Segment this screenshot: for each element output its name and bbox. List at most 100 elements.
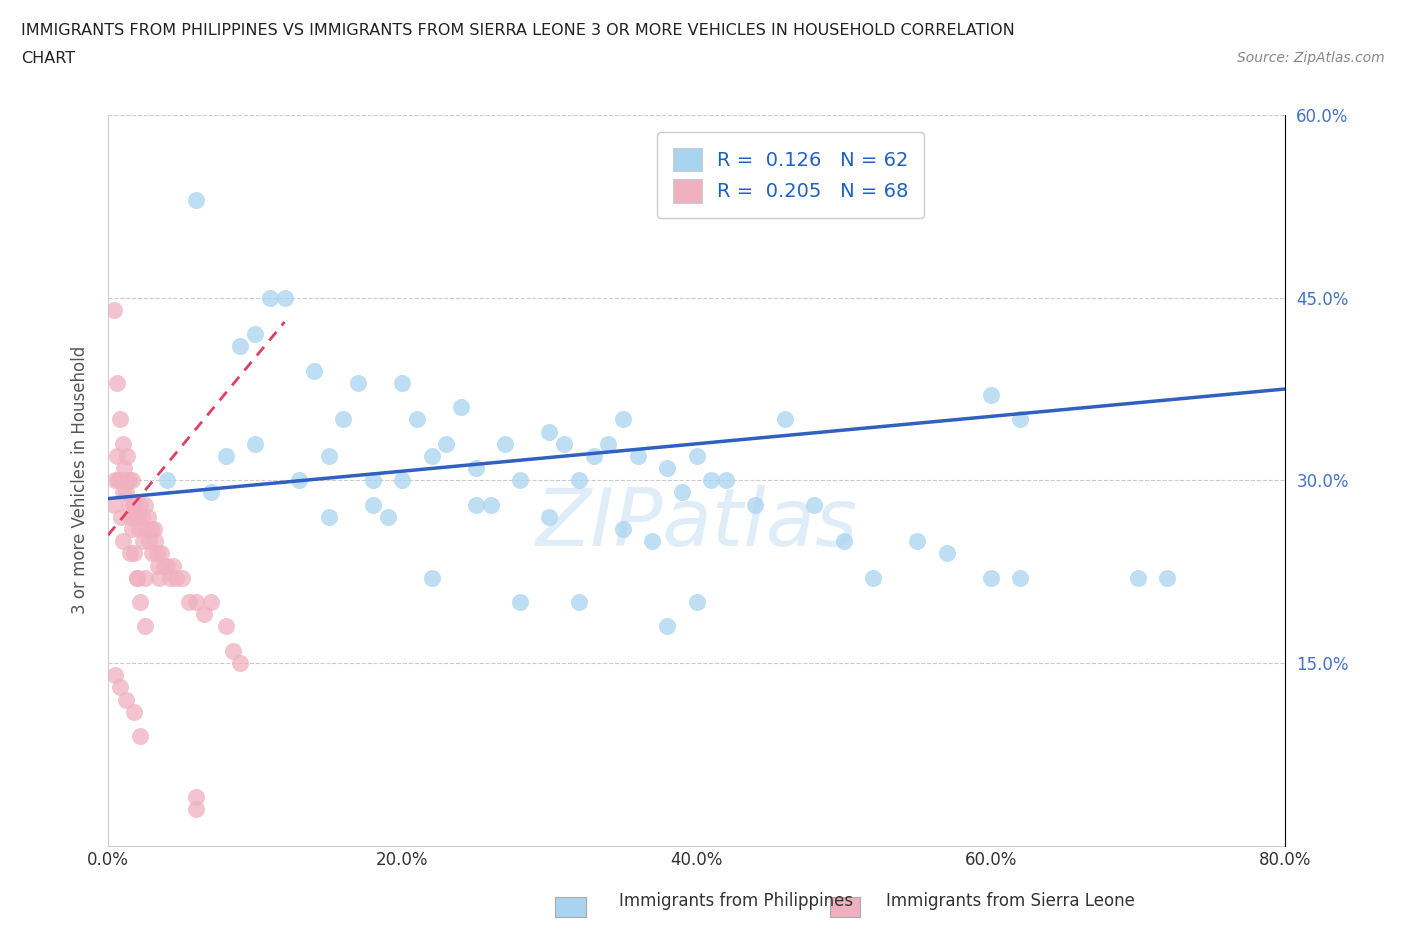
Point: [111, 485, 134, 500]
Point: [538, 424, 561, 439]
Point: [391, 472, 413, 487]
Point: [145, 546, 167, 561]
Point: [243, 326, 266, 341]
Point: [553, 436, 575, 451]
Point: [104, 472, 127, 487]
Point: [165, 570, 187, 585]
Point: [186, 193, 208, 207]
Point: [318, 510, 340, 525]
Text: ZIPatlas: ZIPatlas: [536, 485, 858, 564]
Point: [131, 510, 153, 525]
Point: [134, 619, 156, 634]
Point: [657, 460, 679, 475]
Point: [215, 448, 238, 463]
Point: [612, 412, 634, 427]
Point: [117, 498, 139, 512]
Point: [135, 522, 157, 537]
Point: [273, 290, 295, 305]
Point: [149, 546, 172, 561]
Point: [200, 485, 222, 500]
Point: [700, 472, 723, 487]
Point: [186, 594, 208, 609]
Point: [153, 558, 176, 573]
Point: [1010, 412, 1032, 427]
Point: [112, 460, 135, 475]
Point: [186, 802, 208, 817]
Point: [464, 460, 486, 475]
Point: [288, 472, 311, 487]
Point: [657, 619, 679, 634]
Point: [200, 594, 222, 609]
Point: [129, 594, 152, 609]
Point: [115, 448, 138, 463]
Point: [714, 472, 737, 487]
Point: [111, 436, 134, 451]
Point: [612, 522, 634, 537]
Point: [905, 534, 928, 549]
Point: [980, 570, 1002, 585]
Point: [568, 472, 591, 487]
Point: [129, 498, 152, 512]
Point: [132, 534, 155, 549]
Point: [104, 668, 127, 683]
Point: [641, 534, 664, 549]
Point: [215, 619, 238, 634]
Point: [114, 472, 136, 487]
Point: [156, 472, 179, 487]
Text: Immigrants from Philippines: Immigrants from Philippines: [619, 892, 853, 910]
Text: Immigrants from Sierra Leone: Immigrants from Sierra Leone: [886, 892, 1135, 910]
Point: [450, 400, 472, 415]
Point: [143, 534, 166, 549]
Point: [803, 498, 825, 512]
Point: [108, 472, 131, 487]
Point: [243, 436, 266, 451]
Point: [103, 498, 125, 512]
Point: [509, 594, 531, 609]
Point: [361, 472, 384, 487]
Point: [148, 570, 170, 585]
Text: IMMIGRANTS FROM PHILIPPINES VS IMMIGRANTS FROM SIERRA LEONE 3 OR MORE VEHICLES I: IMMIGRANTS FROM PHILIPPINES VS IMMIGRANT…: [21, 23, 1015, 38]
Point: [862, 570, 884, 585]
Point: [406, 412, 429, 427]
Point: [142, 522, 165, 537]
Point: [121, 472, 143, 487]
Point: [105, 448, 128, 463]
Point: [832, 534, 855, 549]
Point: [377, 510, 399, 525]
Point: [124, 498, 146, 512]
Point: [568, 594, 591, 609]
Point: [125, 510, 148, 525]
Point: [186, 790, 208, 804]
Point: [193, 607, 215, 622]
Text: CHART: CHART: [21, 51, 75, 66]
Point: [127, 510, 149, 525]
Point: [935, 546, 957, 561]
Point: [1156, 570, 1178, 585]
Point: [685, 594, 707, 609]
Point: [420, 448, 443, 463]
Point: [391, 376, 413, 391]
Point: [162, 558, 184, 573]
Point: [627, 448, 650, 463]
Point: [582, 448, 605, 463]
Point: [120, 510, 142, 525]
Point: [139, 522, 162, 537]
Point: [773, 412, 796, 427]
Point: [108, 680, 131, 695]
Point: [108, 412, 131, 427]
Point: [129, 728, 152, 743]
Point: [110, 510, 132, 525]
Point: [494, 436, 516, 451]
Point: [598, 436, 620, 451]
Y-axis label: 3 or more Vehicles in Household: 3 or more Vehicles in Household: [72, 346, 89, 615]
Point: [170, 570, 193, 585]
Point: [259, 290, 281, 305]
Point: [177, 594, 200, 609]
Point: [538, 510, 561, 525]
Point: [138, 534, 160, 549]
Point: [361, 498, 384, 512]
Point: [332, 412, 354, 427]
Point: [107, 472, 129, 487]
Point: [156, 558, 179, 573]
Text: Source: ZipAtlas.com: Source: ZipAtlas.com: [1237, 51, 1385, 65]
